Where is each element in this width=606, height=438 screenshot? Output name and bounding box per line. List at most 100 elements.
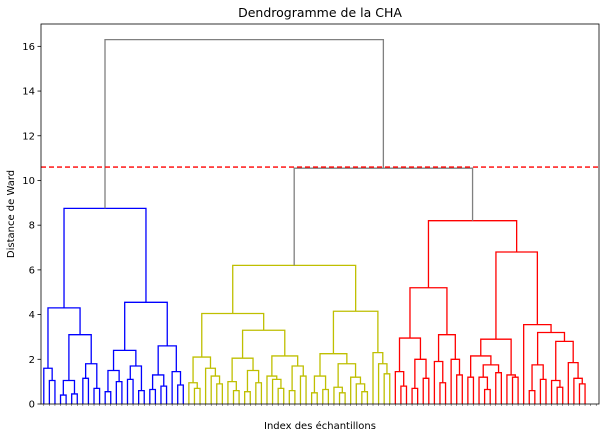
y-tick-label-4: 8 xyxy=(29,221,35,232)
dendrogram-link-96 xyxy=(104,39,385,209)
y-tick-label-3: 6 xyxy=(29,265,35,276)
dendrogram-link-38 xyxy=(271,378,282,404)
dendrogram-link-58 xyxy=(372,351,384,404)
dendrogram-link-8 xyxy=(68,334,92,381)
dendrogram-link-87 xyxy=(578,383,586,404)
dendrogram-link-26 xyxy=(188,382,198,404)
dendrogram-link-76 xyxy=(495,372,502,404)
dendrogram-link-14 xyxy=(138,389,145,404)
y-tick-label-6: 12 xyxy=(22,131,35,142)
dendrogram-link-79 xyxy=(511,376,519,404)
dendrogram-link-30 xyxy=(192,356,212,383)
dendrogram-link-21 xyxy=(171,370,182,404)
dendrogram-link-57 xyxy=(377,363,388,404)
y-axis-ticks: 0 2 4 6 8 10 12 14 16 xyxy=(22,42,41,411)
y-tick-label-0: 0 xyxy=(29,400,35,411)
chart-title: Dendrogramme de la CHA xyxy=(238,5,402,20)
dendrogram-link-83 xyxy=(539,378,547,404)
dendrogram-link-27 xyxy=(216,383,223,404)
dendrogram-link-95 xyxy=(293,167,474,266)
y-tick-label-7: 14 xyxy=(22,87,35,98)
dendrogram-link-15 xyxy=(129,365,143,391)
dendrogram-link-81 xyxy=(480,338,512,375)
dendrogram-link-0 xyxy=(48,379,56,404)
dendrogram-link-78 xyxy=(470,355,492,378)
dendrogram-link-73 xyxy=(467,376,475,404)
dendrogram-link-34 xyxy=(255,382,263,404)
dendrogram-link-62 xyxy=(394,370,405,404)
dendrogram-link-71 xyxy=(437,334,456,362)
dendrogram-link-55 xyxy=(319,353,348,377)
dendrogram-link-88 xyxy=(573,377,583,404)
dendrogram-link-50 xyxy=(333,386,343,404)
dendrogram-link-47 xyxy=(322,388,330,404)
dendrogram-link-42 xyxy=(291,365,304,391)
dendrogram-links xyxy=(43,39,586,404)
y-tick-label-8: 16 xyxy=(22,42,35,53)
dendrogram-link-3 xyxy=(71,393,78,404)
dendrogram-link-66 xyxy=(398,337,422,372)
dendrogram-link-56 xyxy=(383,373,391,404)
dendrogram-link-65 xyxy=(414,358,427,389)
y-tick-label-5: 10 xyxy=(22,176,35,187)
dendrogram-link-52 xyxy=(355,383,366,404)
dendrogram-link-40 xyxy=(288,389,296,404)
dendrogram-link-35 xyxy=(246,369,260,392)
dendrogram-link-19 xyxy=(151,374,165,390)
dendrogram-link-74 xyxy=(483,388,491,404)
dendrogram-link-48 xyxy=(313,375,327,393)
dendrogram-link-16 xyxy=(112,349,137,371)
dendrogram-link-20 xyxy=(177,384,184,404)
dendrogram-link-61 xyxy=(400,385,408,404)
dendrogram-link-80 xyxy=(506,374,516,404)
dendrogram-link-59 xyxy=(332,310,379,354)
dendrogram-link-6 xyxy=(93,387,101,404)
dendrogram-link-44 xyxy=(241,329,286,359)
dendrogram-link-25 xyxy=(193,387,201,404)
dendrogram-link-28 xyxy=(210,375,221,404)
dendrogram-link-24 xyxy=(63,207,147,308)
dendrogram-link-53 xyxy=(350,376,362,404)
x-axis-leaves xyxy=(43,404,597,406)
y-tick-label-2: 4 xyxy=(29,310,35,321)
dendrogram-link-75 xyxy=(478,376,489,404)
y-tick-label-1: 2 xyxy=(29,355,35,366)
dendrogram-link-32 xyxy=(227,381,237,404)
dendrogram-link-54 xyxy=(337,363,357,388)
dendrogram-link-51 xyxy=(361,391,369,404)
dendrogram-link-29 xyxy=(204,367,217,404)
y-axis-label: Distance de Ward xyxy=(6,170,17,258)
dendrogram-link-39 xyxy=(266,375,278,404)
dendrogram-link-46 xyxy=(310,392,318,404)
dendrogram-link-45 xyxy=(201,312,265,358)
dendrogram-link-94 xyxy=(427,220,518,288)
plot-frame xyxy=(40,23,600,405)
dendrogram-link-63 xyxy=(411,387,419,404)
dendrogram-link-31 xyxy=(232,389,240,404)
dendrogram-link-37 xyxy=(277,387,285,404)
x-axis-label: Index des échantillons xyxy=(264,420,376,432)
dendrogram-link-60 xyxy=(232,264,357,314)
dendrogram-link-5 xyxy=(82,377,90,404)
dendrogram-link-10 xyxy=(104,391,112,404)
dendrogram-link-89 xyxy=(567,362,579,404)
dendrogram-link-90 xyxy=(555,340,574,381)
dendrogram-link-11 xyxy=(115,381,123,404)
dendrogram-link-72 xyxy=(409,287,448,339)
dendrogram-link-2 xyxy=(59,394,67,404)
dendrogram-link-23 xyxy=(124,301,168,351)
dendrogram-link-91 xyxy=(536,331,566,365)
dendrogram-link-67 xyxy=(439,382,447,404)
dendrogram-link-84 xyxy=(531,364,544,391)
dendrogram-link-49 xyxy=(338,392,346,404)
dendrogram-link-18 xyxy=(160,385,168,404)
dendrogram-link-41 xyxy=(299,375,307,404)
dendrogram-link-64 xyxy=(422,377,430,404)
dendrogram-link-93 xyxy=(495,251,539,340)
dendrogram-link-69 xyxy=(456,374,463,404)
dendrogram-link-13 xyxy=(126,378,134,404)
dendrogram-link-82 xyxy=(528,389,536,404)
dendrogram-link-7 xyxy=(84,363,98,389)
dendrogram-link-9 xyxy=(47,307,81,369)
